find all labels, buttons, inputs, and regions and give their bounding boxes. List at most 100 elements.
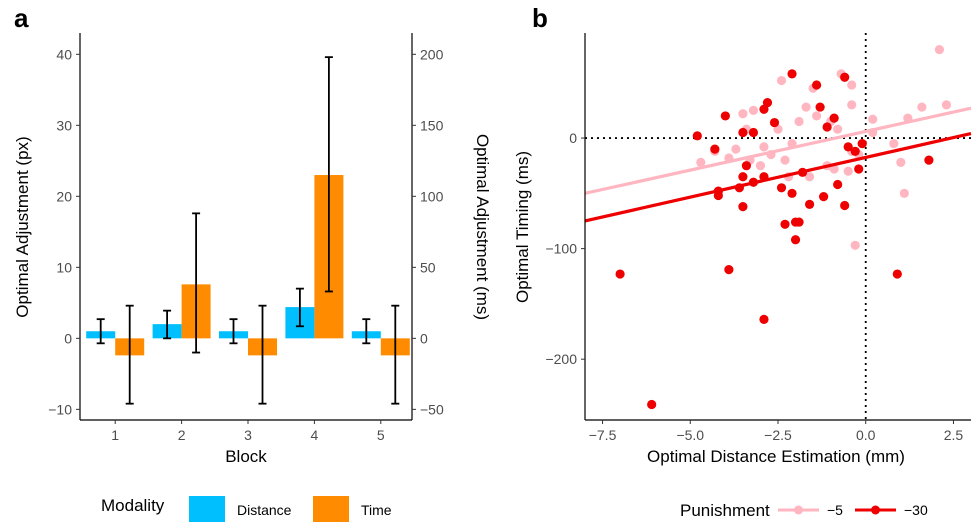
tick-label-right: 100 bbox=[420, 188, 444, 204]
tick-label-right: 50 bbox=[420, 259, 436, 275]
legend-modality: Modality Distance Time bbox=[101, 496, 392, 522]
legend-label-time: Time bbox=[361, 502, 392, 518]
panel-a-bars bbox=[86, 175, 410, 356]
panel-a: −10 0 10 20 30 40 −50 0 50 100 150 200 1 2 3 4 5 Block… bbox=[13, 33, 492, 466]
panel-b-fit-lines bbox=[584, 106, 972, 223]
panel-b-y-ticks: −200 −100 0 bbox=[545, 130, 585, 367]
tick-label-left: −10 bbox=[48, 401, 72, 417]
point-series-1 bbox=[787, 69, 797, 79]
point-series-0 bbox=[801, 102, 811, 112]
point-series-1 bbox=[822, 122, 832, 132]
tick-label-x: 3 bbox=[244, 427, 252, 443]
fit-line-series-1 bbox=[584, 132, 972, 223]
panel-a-ylabel-right: Optimal Adjustment (ms) bbox=[473, 134, 492, 320]
point-series-1 bbox=[854, 164, 864, 174]
point-series-0 bbox=[696, 157, 706, 167]
point-series-1 bbox=[843, 142, 853, 152]
tick-label-x: 2.5 bbox=[944, 427, 964, 443]
point-series-1 bbox=[829, 113, 839, 123]
point-series-0 bbox=[843, 166, 853, 176]
point-series-1 bbox=[769, 117, 780, 128]
point-series-1 bbox=[692, 131, 702, 141]
panel-label-b: b bbox=[532, 3, 548, 33]
legend-modality-title: Modality bbox=[101, 496, 165, 515]
point-series-1 bbox=[759, 314, 769, 324]
point-series-0 bbox=[896, 157, 906, 167]
point-series-0 bbox=[889, 138, 899, 149]
point-series-1 bbox=[738, 172, 748, 182]
point-series-0 bbox=[776, 75, 787, 86]
tick-label-x: 1 bbox=[111, 427, 119, 443]
point-series-1 bbox=[759, 104, 769, 114]
point-series-1 bbox=[615, 269, 625, 279]
point-series-1 bbox=[741, 161, 752, 171]
point-series-1 bbox=[790, 235, 801, 245]
panel-b: −200 −100 0 −7.5 −5.0 −2.5 0.0 2.5 Optimal Dis… bbox=[513, 33, 972, 466]
point-series-1 bbox=[804, 199, 815, 209]
point-series-1 bbox=[776, 183, 787, 193]
tick-label-right: 150 bbox=[420, 117, 444, 133]
point-series-1 bbox=[857, 138, 867, 149]
legend-key-distance bbox=[189, 496, 225, 522]
legend-punishment: Punishment −5 −30 bbox=[680, 501, 928, 520]
panel-a-errorbars bbox=[96, 56, 400, 405]
tick-label-x: 0.0 bbox=[856, 427, 876, 443]
point-series-0 bbox=[847, 80, 857, 90]
point-series-1 bbox=[833, 179, 843, 190]
legend-key-minus30-dot bbox=[871, 505, 880, 515]
point-series-1 bbox=[815, 102, 825, 112]
point-series-1 bbox=[924, 155, 934, 165]
tick-label-left: 30 bbox=[56, 117, 72, 133]
tick-label-y: −200 bbox=[545, 351, 577, 367]
fit-line-series-0 bbox=[584, 106, 972, 195]
point-series-1 bbox=[647, 399, 657, 410]
point-series-1 bbox=[748, 127, 759, 138]
tick-label-x: 4 bbox=[311, 427, 319, 443]
point-series-0 bbox=[812, 111, 822, 121]
tick-label-x: −2.5 bbox=[764, 427, 792, 443]
panel-b-reference-lines bbox=[585, 33, 971, 420]
tick-label-y: 0 bbox=[569, 130, 577, 146]
point-series-0 bbox=[738, 109, 748, 119]
point-series-0 bbox=[868, 114, 878, 124]
point-series-0 bbox=[804, 172, 815, 182]
legend-label-minus30: −30 bbox=[904, 502, 928, 518]
point-series-0 bbox=[833, 124, 843, 134]
legend-label-minus5: −5 bbox=[827, 502, 843, 518]
point-series-1 bbox=[738, 201, 748, 212]
legend-key-time bbox=[313, 496, 349, 522]
point-series-1 bbox=[840, 72, 850, 82]
tick-label-left: 40 bbox=[56, 46, 72, 62]
panel-a-ylabel: Optimal Adjustment (px) bbox=[13, 136, 32, 317]
tick-label-left: 20 bbox=[56, 188, 72, 204]
legend-punishment-title: Punishment bbox=[680, 501, 770, 520]
tick-label-right: −50 bbox=[420, 401, 444, 417]
panel-a-xlabel: Block bbox=[225, 447, 267, 466]
point-series-0 bbox=[780, 155, 790, 165]
tick-label-x: −7.5 bbox=[589, 427, 617, 443]
point-series-1 bbox=[738, 127, 748, 138]
tick-label-right: 200 bbox=[420, 46, 444, 62]
point-series-0 bbox=[934, 44, 945, 55]
point-series-1 bbox=[812, 80, 822, 90]
point-series-0 bbox=[748, 105, 759, 115]
tick-label-x: −5.0 bbox=[676, 427, 704, 443]
legend-key-minus5-dot bbox=[794, 505, 803, 515]
point-series-1 bbox=[787, 188, 797, 198]
point-series-1 bbox=[850, 146, 860, 156]
point-series-1 bbox=[892, 269, 902, 279]
point-series-1 bbox=[794, 217, 804, 227]
legend-label-distance: Distance bbox=[237, 502, 292, 518]
tick-label-left: 10 bbox=[56, 259, 72, 275]
point-series-0 bbox=[759, 142, 769, 152]
point-series-1 bbox=[780, 219, 790, 229]
point-series-0 bbox=[794, 116, 804, 127]
point-series-1 bbox=[724, 265, 734, 275]
point-series-0 bbox=[899, 188, 909, 198]
point-series-0 bbox=[731, 144, 741, 154]
panel-b-x-ticks: −7.5 −5.0 −2.5 0.0 2.5 bbox=[589, 420, 964, 443]
point-series-1 bbox=[720, 111, 730, 121]
tick-label-left: 0 bbox=[64, 330, 72, 346]
point-series-1 bbox=[710, 144, 720, 154]
